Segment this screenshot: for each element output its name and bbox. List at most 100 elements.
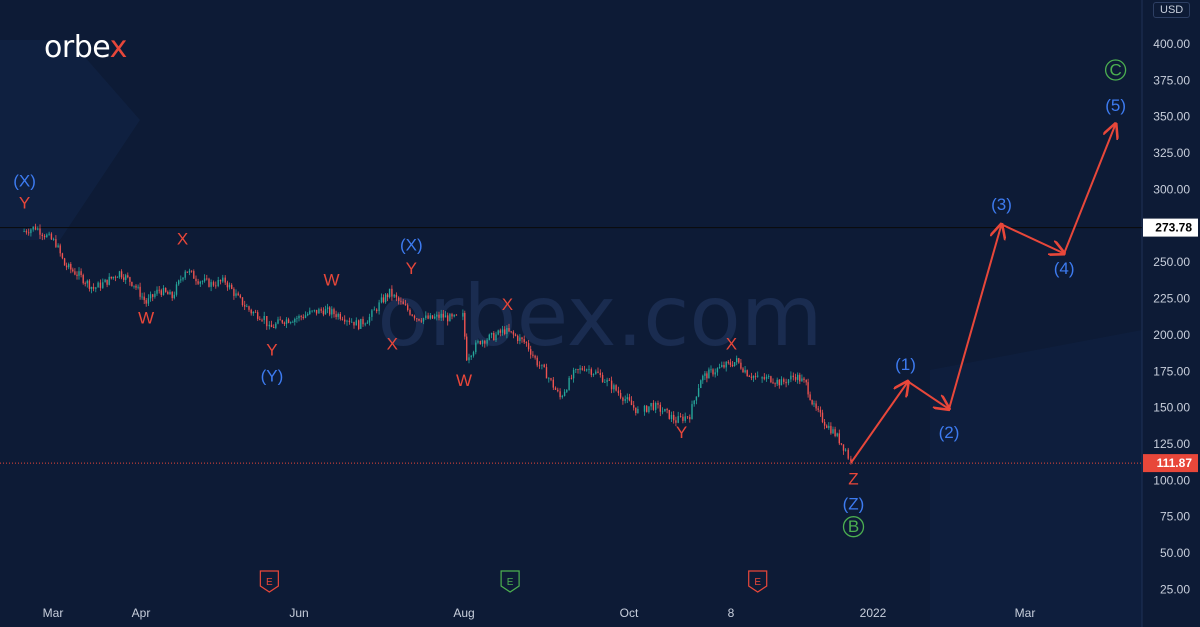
candle-body: [554, 387, 557, 390]
candle-body: [617, 390, 620, 394]
wave-label: B: [848, 517, 859, 536]
candle-body: [733, 362, 736, 366]
candle-body: [488, 334, 490, 340]
candle-body: [794, 377, 797, 380]
candle-body: [123, 277, 125, 280]
candle-body: [331, 309, 333, 315]
candle-body: [34, 226, 37, 230]
candle-body: [398, 297, 400, 301]
candle-body: [250, 309, 252, 314]
candle-body: [490, 333, 493, 335]
candle-body: [666, 409, 668, 410]
candle-body: [523, 339, 525, 343]
candle-body: [110, 276, 112, 279]
earnings-marker-label: E: [507, 577, 514, 588]
candle-body: [188, 270, 191, 273]
candle-body: [643, 405, 646, 412]
candle-body: [506, 328, 508, 335]
candle-body: [114, 276, 117, 278]
candle-body: [222, 277, 224, 282]
candle-body: [714, 372, 716, 375]
candle-body: [102, 282, 104, 288]
candle-body: [657, 403, 659, 405]
candle-body: [351, 321, 353, 323]
candle-body: [803, 378, 805, 380]
candle-body: [380, 297, 383, 303]
candle-body: [169, 291, 171, 295]
candle-body: [74, 271, 76, 275]
candle-body: [90, 287, 93, 289]
candle-body: [228, 284, 231, 288]
candle-body: [344, 319, 346, 322]
candle-body: [770, 376, 772, 383]
candle-body: [704, 373, 706, 376]
candle-body: [143, 296, 145, 301]
watermark-text: orbex.com: [377, 267, 822, 365]
candle-body: [819, 409, 822, 413]
candle-body: [52, 239, 55, 240]
candle-body: [307, 314, 309, 316]
candle-body: [514, 334, 517, 336]
candle-body: [630, 400, 633, 406]
candle-body: [95, 287, 97, 289]
projection-segment: [948, 224, 1002, 410]
candle-body: [455, 314, 458, 316]
earnings-marker: [500, 570, 520, 593]
candle-body: [156, 289, 158, 294]
candle-body: [697, 388, 700, 397]
candle-body: [48, 233, 50, 235]
candle-body: [783, 379, 785, 382]
candle-body: [519, 337, 521, 341]
candle-body: [287, 319, 290, 323]
candle-body: [527, 343, 530, 350]
wave-label: (2): [939, 423, 960, 442]
candle-body: [790, 375, 792, 380]
candle-body: [462, 313, 464, 317]
candle-body: [167, 291, 169, 295]
candle-body: [597, 371, 599, 373]
candle-body: [592, 374, 595, 375]
candle-body: [757, 375, 759, 377]
candle-body: [99, 282, 102, 288]
wave-label: (1): [895, 355, 916, 374]
candle-body: [324, 309, 327, 315]
candle-body: [847, 449, 849, 459]
candle-body: [493, 333, 495, 341]
candle-body: [451, 314, 453, 317]
wave-label: (Z): [843, 495, 865, 514]
candle-body: [836, 433, 838, 436]
candle-body: [400, 300, 402, 302]
candle-body: [162, 288, 165, 295]
candle-body: [686, 416, 689, 418]
candle-body: [78, 271, 80, 276]
candle-body: [154, 293, 156, 297]
candle-body: [826, 425, 828, 428]
candle-body: [388, 288, 391, 298]
earnings-marker-label: E: [754, 577, 761, 588]
candle-body: [648, 406, 650, 412]
candle-body: [512, 331, 515, 335]
candle-body: [333, 309, 335, 315]
candle-body: [765, 376, 768, 379]
candle-body: [231, 284, 233, 289]
candle-body: [637, 409, 639, 413]
candle-body: [750, 376, 753, 378]
y-tick-label: 75.00: [1160, 510, 1190, 524]
candle-body: [693, 400, 695, 405]
currency-button[interactable]: USD: [1153, 2, 1191, 18]
wave-label: (X): [400, 236, 423, 255]
candle-body: [173, 294, 175, 298]
logo-text: orbe: [44, 30, 110, 65]
candle-body: [828, 425, 830, 428]
candle-body: [813, 403, 815, 405]
candle-body: [416, 318, 418, 320]
candle-body: [215, 285, 217, 287]
candle-body: [534, 355, 536, 358]
candle-body: [710, 369, 712, 371]
candle-body: [838, 433, 840, 444]
y-tick-label: 25.00: [1160, 583, 1190, 597]
candle-body: [792, 375, 794, 378]
candle-body: [677, 416, 679, 423]
candle-body: [427, 315, 429, 319]
